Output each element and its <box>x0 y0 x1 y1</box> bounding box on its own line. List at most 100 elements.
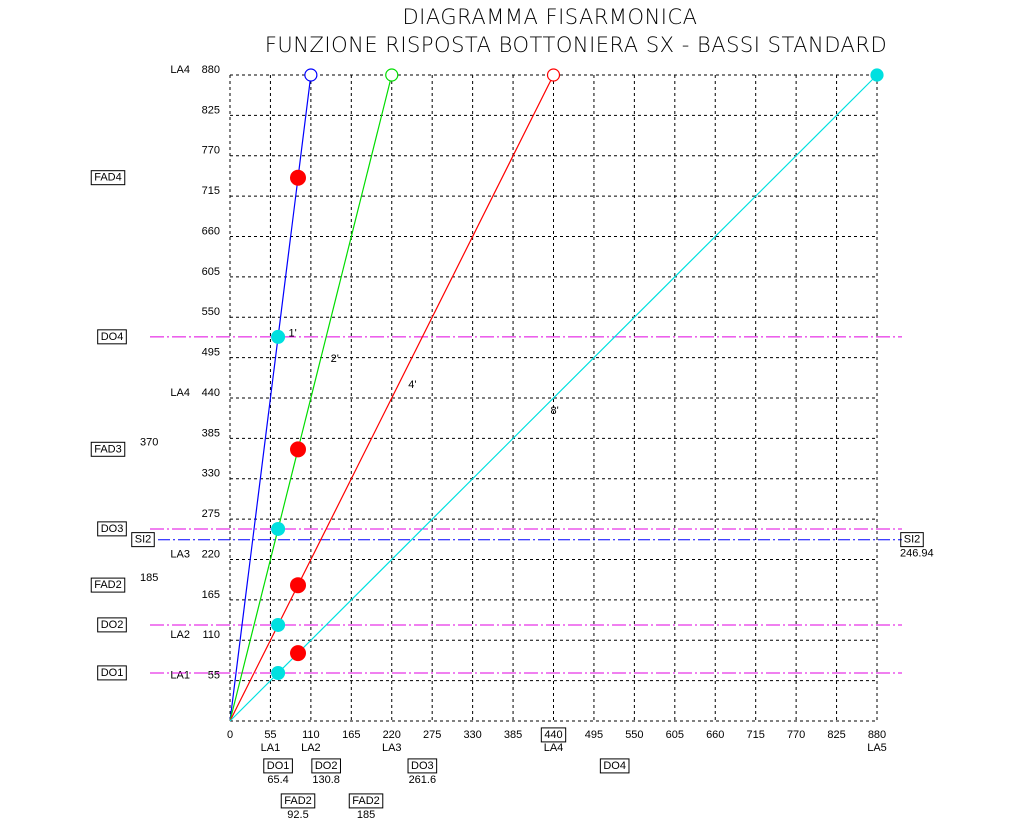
x-tick-label: 715 <box>747 729 765 741</box>
end-marker <box>546 68 561 82</box>
x-note-value: 65.4 <box>267 774 288 786</box>
x-note-label: LA3 <box>382 742 402 754</box>
chart-title: DIAGRAMMA FISARMONICA <box>402 5 697 29</box>
reference-label: SI2 <box>904 534 921 546</box>
y-tick-label: 660 <box>202 225 220 237</box>
label-box <box>311 758 341 774</box>
series-label: 8' <box>551 405 559 417</box>
y-tick-label: 440 <box>202 387 220 399</box>
y-tick-label: 55 <box>208 670 220 682</box>
x-tick-label: 825 <box>827 729 845 741</box>
note-value: 370 <box>140 436 158 448</box>
label-box <box>97 329 127 345</box>
y-tick-label: 165 <box>202 589 220 601</box>
series-line <box>229 74 393 722</box>
end-marker <box>385 68 399 82</box>
x-note-value: 261.6 <box>409 774 437 786</box>
end-marker <box>870 68 884 82</box>
series-label: 4' <box>408 379 416 391</box>
label-box <box>263 758 293 774</box>
point <box>271 329 286 344</box>
label-box <box>348 793 384 809</box>
label-box <box>599 758 630 774</box>
point <box>290 169 307 186</box>
point <box>271 665 286 680</box>
point <box>271 617 286 632</box>
x-note-label: LA5 <box>867 742 887 754</box>
x-tick-label: 880 <box>868 729 886 741</box>
x-tick-label: 440 <box>544 729 562 741</box>
x-note-label: LA2 <box>301 742 321 754</box>
x-tick-label: 660 <box>706 729 724 741</box>
chart-subtitle: FUNZIONE RISPOSTA BOTTONIERA SX - BASSI … <box>265 33 887 57</box>
x-tick-label: 770 <box>787 729 805 741</box>
y-note-label: LA4 <box>170 387 190 399</box>
x-tick-label: 275 <box>423 729 441 741</box>
end-marker <box>304 68 318 82</box>
series-line <box>229 74 878 722</box>
reference-label: DO2 <box>101 619 124 631</box>
y-note-label: LA2 <box>170 629 190 641</box>
x-note-label: FAD2 <box>352 795 380 807</box>
y-tick-label: 330 <box>202 468 220 480</box>
reference-label: SI2 <box>135 534 152 546</box>
point <box>290 441 307 458</box>
x-tick-label: 550 <box>625 729 643 741</box>
point <box>271 521 286 536</box>
x-note-label: DO1 <box>267 760 290 772</box>
x-tick-label: 495 <box>585 729 603 741</box>
reference-label: DO1 <box>101 667 124 679</box>
y-tick-label: 825 <box>202 104 220 116</box>
x-tick-label: 220 <box>383 729 401 741</box>
label-box <box>131 532 155 548</box>
reference-value: 246.94 <box>900 548 934 560</box>
y-tick-label: 550 <box>202 306 220 318</box>
y-tick-label: 275 <box>202 508 220 520</box>
note-value: 185 <box>140 572 158 584</box>
y-tick-label: 385 <box>202 427 220 439</box>
x-tick-label: 330 <box>463 729 481 741</box>
label-box <box>900 532 924 548</box>
reference-label: DO3 <box>101 523 124 535</box>
x-note-label: FAD2 <box>284 795 312 807</box>
x-tick-label: 385 <box>504 729 522 741</box>
x-note-label: LA1 <box>261 742 281 754</box>
label-box <box>90 170 126 186</box>
x-note-value: 130.8 <box>312 774 340 786</box>
note-label: FAD4 <box>94 172 122 184</box>
y-tick-label: 770 <box>202 145 220 157</box>
series-label: 1' <box>289 327 297 339</box>
x-tick-label: 605 <box>666 729 684 741</box>
x-tick-label: 165 <box>342 729 360 741</box>
y-tick-label: 110 <box>202 629 220 641</box>
label-box <box>540 727 567 743</box>
y-tick-label: 495 <box>202 347 220 359</box>
y-tick-label: 605 <box>202 266 220 278</box>
x-note-value: 185 <box>357 809 375 821</box>
x-note-label: DO3 <box>411 760 434 772</box>
y-note-label: LA1 <box>170 670 190 682</box>
y-tick-label: 880 <box>202 64 220 76</box>
x-tick-label: 110 <box>302 729 320 741</box>
x-tick-label: 0 <box>227 729 233 741</box>
y-note-label: LA3 <box>170 548 190 560</box>
x-note-label: LA4 <box>544 742 564 754</box>
point <box>290 645 307 662</box>
label-box <box>280 793 316 809</box>
label-box <box>90 577 126 593</box>
label-box <box>97 617 127 633</box>
series-label: 2' <box>331 353 339 365</box>
label-box <box>90 441 126 457</box>
y-tick-label: 220 <box>202 548 220 560</box>
reference-label: DO4 <box>101 331 124 343</box>
x-note-value: 92.5 <box>287 809 308 821</box>
x-note-label: DO2 <box>315 760 338 772</box>
label-box <box>97 665 127 681</box>
series-line <box>229 74 555 722</box>
y-tick-label: 715 <box>202 185 220 197</box>
x-tick-label: 55 <box>264 729 276 741</box>
note-label: FAD3 <box>94 443 122 455</box>
point <box>290 577 307 594</box>
note-label: FAD2 <box>94 579 122 591</box>
